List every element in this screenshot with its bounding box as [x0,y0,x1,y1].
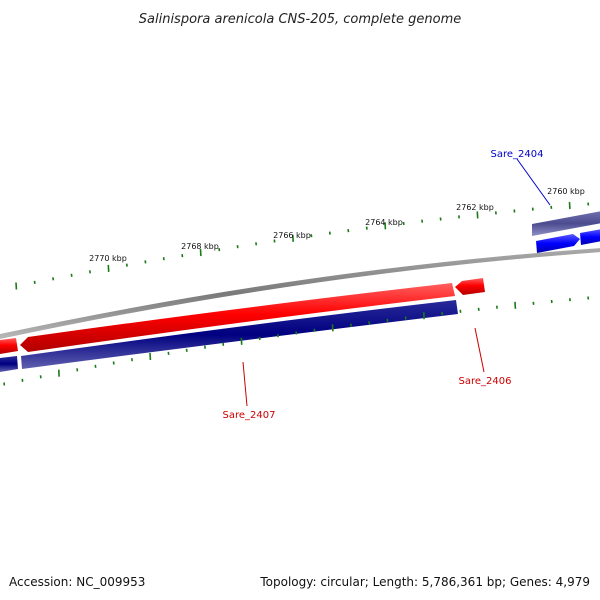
gene-callouts: Sare_2404 Sare_2406 Sare_2407 [223,149,551,421]
gene-label-sare-2407[interactable]: Sare_2407 [223,410,276,421]
callout-line-sare-2407 [242,361,248,407]
gene-sare-2406[interactable] [455,278,485,295]
scale-label-2762: 2762 kbp [456,203,494,212]
genome-summary-text: Topology: circular; Length: 5,786,361 bp… [259,575,590,589]
scale-label-2764: 2764 kbp [365,218,403,227]
callout-line-sare-2404 [516,158,551,206]
inner-gene-track [0,278,485,372]
gene-forward-edge[interactable] [580,229,600,245]
gene-red-left-edge[interactable] [0,338,18,354]
scale-label-2770: 2770 kbp [89,254,127,263]
gene-sare-2404[interactable] [532,211,600,236]
scale-labels: 2760 kbp 2762 kbp 2764 kbp 2766 kbp 2768… [89,187,585,263]
outer-gene-track [532,211,600,253]
gene-label-sare-2406[interactable]: Sare_2406 [459,376,512,387]
accession-text: Accession: NC_009953 [9,575,145,589]
map-title: Salinispora arenicola CNS-205, complete … [139,12,461,27]
inner-tick-marks [3,296,590,386]
scale-label-2766: 2766 kbp [273,231,311,240]
gene-navy-left-edge[interactable] [0,356,18,372]
gene-sare-2405-forward[interactable] [536,234,580,253]
scale-label-2768: 2768 kbp [181,242,219,251]
scale-label-2760: 2760 kbp [547,187,585,196]
gene-navy-long[interactable] [21,300,458,369]
gene-label-sare-2404[interactable]: Sare_2404 [491,149,544,160]
outer-tick-marks [15,202,590,290]
callout-line-sare-2406 [474,327,485,373]
gene-sare-2407[interactable] [20,283,455,352]
